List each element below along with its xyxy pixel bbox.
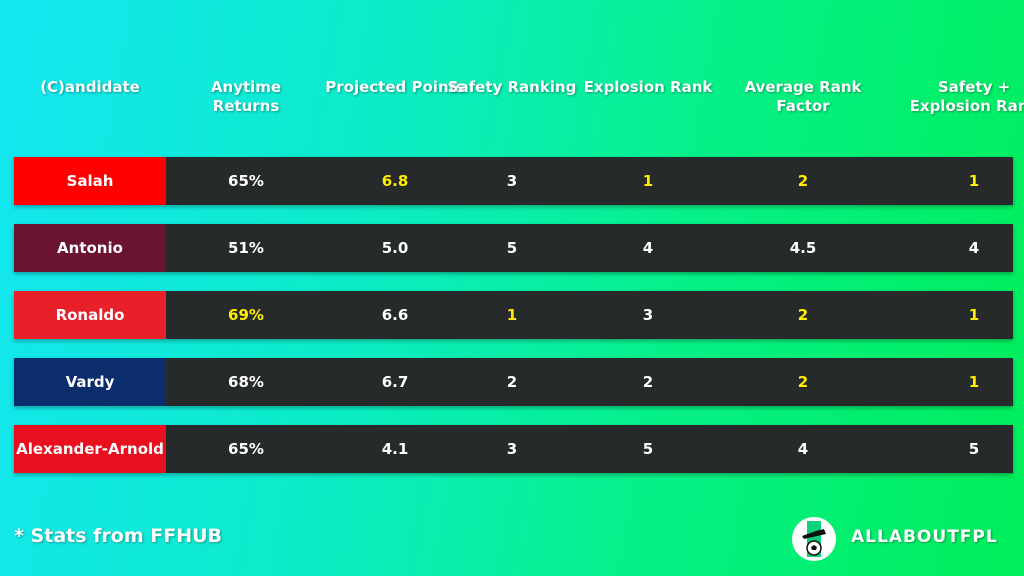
boot-ball-icon — [802, 521, 826, 557]
table-cell: 4 — [797, 440, 809, 458]
column-header: Explosion Rank — [583, 78, 713, 96]
table-cell: 1 — [968, 172, 980, 190]
table-cell: 1 — [506, 306, 518, 324]
column-header: Safety Ranking — [447, 78, 577, 96]
table-cell: 5 — [642, 440, 654, 458]
table-cell: 2 — [797, 306, 809, 324]
table-cell: 4 — [642, 239, 654, 257]
table-cell: 4.5 — [789, 239, 817, 257]
table-cell: 2 — [642, 373, 654, 391]
table-cell: 5.0 — [381, 239, 409, 257]
table-cell: 3 — [506, 172, 518, 190]
table-cell: 1 — [642, 172, 654, 190]
table-cell: 6.8 — [381, 172, 409, 190]
table-row: Antonio 51% 5.0 5 4 4.5 4 — [14, 224, 1013, 272]
table-cell: 3 — [506, 440, 518, 458]
table-cell: 4.1 — [381, 440, 409, 458]
column-header: Average Rank Factor — [744, 78, 862, 115]
table-cell: 3 — [642, 306, 654, 324]
column-header: Anytime Returns — [210, 78, 282, 115]
candidate-name: Salah — [14, 157, 166, 205]
table-cell: 4 — [968, 239, 980, 257]
table-cell: 65% — [228, 172, 264, 190]
table-cell: 1 — [968, 373, 980, 391]
table-cell: 5 — [506, 239, 518, 257]
candidate-name: Antonio — [14, 224, 166, 272]
table-row: Alexander-Arnold 65% 4.1 3 5 4 5 — [14, 425, 1013, 473]
table-cell: 2 — [506, 373, 518, 391]
table-cell: 1 — [968, 306, 980, 324]
allaboutfpl-logo — [792, 517, 836, 561]
column-header: (C)andidate — [40, 78, 140, 96]
table-cell: 51% — [228, 239, 264, 257]
table-cell: 6.7 — [381, 373, 409, 391]
table-cell: 68% — [228, 373, 264, 391]
table-row: Ronaldo 69% 6.6 1 3 2 1 — [14, 291, 1013, 339]
table-row: Vardy 68% 6.7 2 2 2 1 — [14, 358, 1013, 406]
column-header: Safety + Explosion Rank — [909, 78, 1024, 115]
column-header: Projected Points — [325, 78, 465, 96]
table-cell: 65% — [228, 440, 264, 458]
brand-name: ALLABOUTFPL — [851, 527, 998, 547]
table-cell: 5 — [968, 440, 980, 458]
candidate-name: Ronaldo — [14, 291, 166, 339]
table-cell: 2 — [797, 172, 809, 190]
table-cell: 69% — [228, 306, 264, 324]
candidate-name: Vardy — [14, 358, 166, 406]
candidate-name: Alexander-Arnold — [14, 425, 166, 473]
table-row: Salah 65% 6.8 3 1 2 1 — [14, 157, 1013, 205]
table-cell: 2 — [797, 373, 809, 391]
table-cell: 6.6 — [381, 306, 409, 324]
footnote: * Stats from FFHUB — [14, 525, 223, 547]
